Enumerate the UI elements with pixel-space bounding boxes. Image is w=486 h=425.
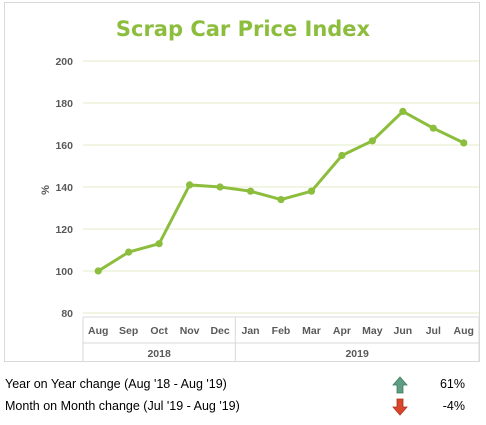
data-point — [460, 139, 468, 147]
data-point — [368, 137, 376, 145]
x-tick-label: Jul — [426, 325, 441, 337]
year-on-year-value: 61% — [439, 377, 465, 391]
year-on-year-label: Year on Year change (Aug '18 - Aug '19) — [5, 377, 227, 391]
x-tick-label: Oct — [150, 325, 168, 337]
x-tick-label: Mar — [302, 325, 321, 337]
x-tick-label: Jun — [394, 325, 413, 337]
down-arrow-icon — [392, 398, 408, 416]
y-tick-label: 140 — [55, 182, 73, 194]
series-line — [96, 109, 466, 273]
data-point — [94, 267, 102, 275]
data-point — [338, 151, 346, 160]
data-point — [125, 248, 133, 256]
x-tick-label: Apr — [333, 325, 351, 337]
data-point — [307, 187, 316, 195]
x-tick-label: May — [362, 325, 383, 337]
y-tick-label: 120 — [55, 224, 73, 236]
year-group-label: 2018 — [147, 348, 171, 360]
month-on-month-value: -4% — [442, 399, 465, 413]
data-point — [399, 107, 407, 115]
x-tick-label: Dec — [210, 325, 229, 337]
y-axis-label: % — [40, 185, 52, 195]
x-tick-label: Sep — [119, 325, 138, 337]
chart-area: Scrap Car Price Index 200 180 160 140 120 100 8… — [4, 2, 480, 362]
data-point — [186, 181, 194, 189]
x-tick-label: Feb — [272, 325, 291, 337]
x-tick-label: Jan — [241, 325, 259, 337]
x-tick-label: Aug — [454, 325, 474, 337]
y-tick-label: 160 — [55, 140, 73, 152]
up-arrow-icon — [392, 376, 408, 394]
data-point — [277, 196, 285, 204]
line-chart: Scrap Car Price Index 200 180 160 140 120 100 8… — [40, 17, 480, 361]
x-tick-label: Nov — [180, 325, 200, 337]
data-point — [216, 183, 224, 191]
y-tick-label: 80 — [61, 308, 73, 320]
y-tick-label: 180 — [55, 98, 73, 110]
year-group-label: 2019 — [345, 348, 369, 360]
month-on-month-label: Month on Month change (Jul '19 - Aug '19… — [5, 399, 240, 413]
year-on-year-row: Year on Year change (Aug '18 - Aug '19) … — [5, 375, 475, 395]
x-tick-label: Aug — [88, 325, 108, 337]
y-tick-label: 100 — [55, 266, 73, 278]
month-on-month-row: Month on Month change (Jul '19 - Aug '19… — [5, 397, 475, 417]
data-point — [246, 187, 255, 195]
y-tick-label: 200 — [55, 56, 73, 68]
chart-title: Scrap Car Price Index — [116, 17, 371, 41]
data-point — [429, 124, 437, 132]
data-point — [155, 240, 163, 248]
